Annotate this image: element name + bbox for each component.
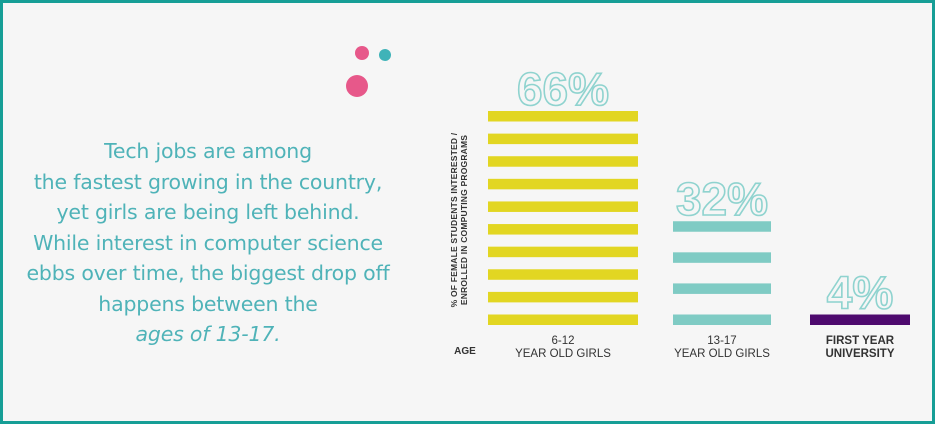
bar-stripe — [488, 246, 638, 258]
y-axis-label: ENROLLED IN COMPUTING PROGRAMS — [459, 135, 469, 305]
y-axis-label: % OF FEMALE STUDENTS INTERESTED / — [449, 132, 459, 307]
bar-stripe — [488, 291, 638, 303]
intro-line: ebbs over time, the biggest drop off — [26, 261, 390, 285]
intro-line: happens between the — [98, 291, 318, 316]
intro-line: While interest in computer science — [33, 230, 383, 255]
bar-stripe — [673, 221, 771, 232]
intro-text: Tech jobs are among the fastest growing … — [23, 136, 393, 350]
bar-stripe — [488, 111, 638, 122]
category-label: YEAR OLD GIRLS — [515, 348, 611, 360]
bar-stripe — [673, 283, 771, 294]
category-label: 13-17 — [707, 335, 736, 347]
intro-line: yet girls are being left behind. — [56, 200, 360, 224]
intro-emphasis: ages of 13-17. — [135, 322, 281, 346]
data-label: 66% — [517, 63, 609, 115]
data-label: 4% — [827, 267, 893, 319]
intro-line: the fastest growing in the country, — [33, 169, 383, 194]
pink-dot-large — [346, 75, 368, 97]
bar-stripe — [488, 269, 638, 280]
bar-stripe — [488, 178, 638, 190]
data-label: 32% — [676, 173, 768, 225]
bar-stripe — [673, 314, 771, 325]
bar-stripe — [810, 314, 910, 325]
bar-stripe — [488, 224, 638, 235]
bar-stripe — [488, 314, 638, 325]
category-label: YEAR OLD GIRLS — [674, 348, 770, 360]
category-label: UNIVERSITY — [825, 348, 894, 360]
x-axis-label: AGE — [454, 346, 476, 357]
pink-dot-small — [355, 46, 369, 60]
category-label: FIRST YEAR — [826, 335, 895, 347]
intro-line: Tech jobs are among — [104, 139, 312, 163]
bar-stripe — [488, 201, 638, 212]
bar-stripe — [488, 156, 638, 167]
bar-stripe — [488, 133, 638, 145]
teal-dot — [379, 49, 391, 61]
bar-stripe — [673, 252, 771, 263]
category-label: 6-12 — [551, 335, 574, 347]
